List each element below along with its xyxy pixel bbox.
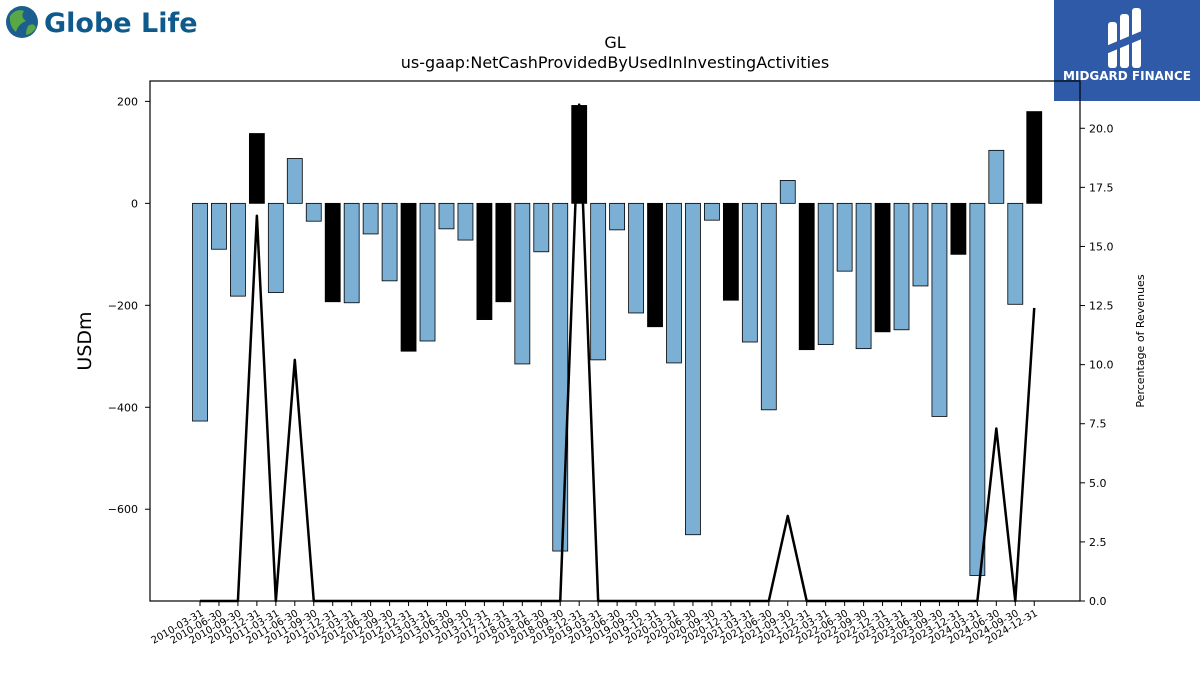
midgard-logo-icon (1106, 8, 1144, 68)
bar-2011-03-31 (267, 202, 284, 293)
y2-tick-label: 5.0 (1089, 477, 1107, 490)
y2-tick-label: 20.0 (1089, 122, 1114, 135)
chart-title: GL (604, 33, 625, 52)
watermark-badge: MIDGARD FINANCE (1054, 0, 1200, 101)
bar-2013-03-31 (419, 202, 436, 342)
bar-2021-09-30 (779, 180, 796, 204)
bars-layer (192, 105, 1043, 576)
bar-2019-09-30 (628, 202, 644, 314)
y2-tick-label: 12.5 (1089, 300, 1114, 313)
bar-2019-06-30 (609, 202, 626, 231)
y2-tick-label: 15.0 (1089, 240, 1114, 253)
bar-2010-03-31 (192, 202, 208, 422)
bar-2018-06-30 (533, 202, 550, 253)
plot-frame (149, 80, 1081, 602)
y-tick-label: 0 (131, 197, 138, 210)
y-tick-label: 200 (117, 95, 138, 108)
bar-2017-12-31 (495, 202, 512, 303)
bar-2020-12-31 (722, 202, 739, 301)
bar-2013-09-30 (457, 202, 474, 241)
y2-axis: 0.0 2.5 5.0 7.5 10.0 12.5 15.0 17.5 20.0 (1080, 122, 1114, 608)
bar-2021-06-30 (760, 202, 777, 411)
bar-2013-06-30 (438, 202, 455, 230)
chart-subtitle: us-gaap:NetCashProvidedByUsedInInvesting… (401, 53, 829, 72)
bar-2012-09-30 (381, 202, 398, 282)
bar-2012-03-31 (343, 202, 360, 304)
bar-2022-09-30 (855, 202, 872, 350)
y2-tick-label: 2.5 (1089, 536, 1107, 549)
bar-2011-09-30 (305, 202, 322, 222)
y-axis: −600 −400 −200 0 200 (108, 95, 150, 516)
bar-2010-12-31 (248, 133, 265, 204)
company-logo: Globe Life (6, 6, 198, 39)
bar-2020-09-30 (704, 202, 720, 221)
line-layer (200, 103, 1036, 603)
bar-2010-09-30 (230, 202, 246, 297)
y-tick-label: −200 (108, 299, 138, 312)
y-tick-label: −400 (108, 401, 138, 414)
bar-2011-06-30 (286, 158, 303, 204)
company-name: Globe Life (44, 8, 198, 39)
bar-2018-09-30 (552, 202, 569, 552)
watermark-text: MIDGARD FINANCE (1063, 69, 1191, 83)
percentage-line (200, 103, 1036, 603)
x-axis: 2010-03-312010-06-302010-09-302010-12-31… (150, 601, 1040, 647)
bar-2022-12-31 (874, 202, 891, 333)
bar-2024-09-30 (1007, 202, 1024, 305)
y2-tick-label: 17.5 (1089, 181, 1114, 194)
bar-2024-03-31 (969, 202, 986, 576)
globe-icon (6, 6, 38, 38)
bar-2021-03-31 (741, 202, 758, 343)
y-axis-label: USDm (74, 311, 96, 370)
bar-2012-12-31 (400, 202, 417, 352)
bar-2022-06-30 (836, 202, 853, 272)
bar-2018-03-31 (514, 202, 531, 365)
bar-2020-03-31 (666, 202, 682, 364)
bar-2023-09-30 (931, 202, 948, 417)
y2-axis-label: Percentage of Revenues (1134, 274, 1147, 407)
bar-2010-06-30 (211, 202, 227, 250)
bar-2023-06-30 (912, 202, 929, 287)
y2-tick-label: 10.0 (1089, 359, 1114, 372)
bar-2019-12-31 (647, 202, 663, 328)
bar-2012-06-30 (362, 202, 379, 235)
y2-tick-label: 7.5 (1089, 418, 1107, 431)
bar-2024-06-30 (988, 149, 1005, 204)
bar-2011-12-31 (324, 202, 341, 303)
bar-2024-12-31 (1026, 111, 1043, 204)
bar-2022-03-31 (817, 202, 834, 345)
bar-2023-12-31 (950, 202, 967, 255)
bar-2023-03-31 (893, 202, 910, 331)
bar-2020-06-30 (685, 202, 701, 536)
bar-2013-12-31 (476, 202, 493, 320)
bar-2019-03-31 (590, 202, 607, 361)
y-tick-label: −600 (108, 503, 138, 516)
bar-2021-12-31 (798, 202, 815, 351)
y2-tick-label: 0.0 (1089, 595, 1107, 608)
